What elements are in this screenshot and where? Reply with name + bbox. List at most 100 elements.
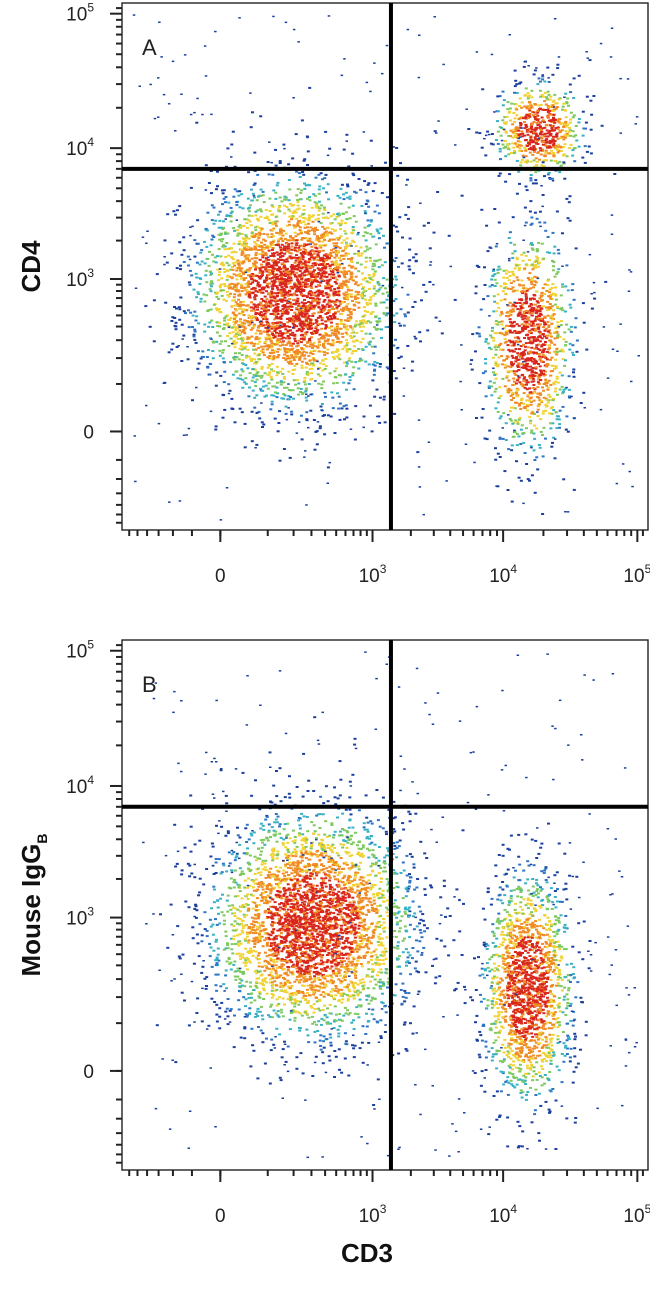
event-dot xyxy=(547,379,551,382)
event-dot xyxy=(250,199,254,202)
event-dot xyxy=(546,236,550,238)
event-dot xyxy=(518,298,521,301)
event-dot xyxy=(302,312,306,315)
event-dot xyxy=(224,196,228,198)
event-dot xyxy=(324,173,328,176)
event-dot xyxy=(239,248,243,251)
event-dot xyxy=(335,306,339,309)
event-dot xyxy=(241,370,245,373)
event-dot xyxy=(551,259,554,262)
event-dot xyxy=(322,351,326,354)
event-dot xyxy=(395,312,399,315)
event-dot xyxy=(294,320,298,323)
event-dot xyxy=(376,328,380,330)
event-dot xyxy=(260,241,263,244)
event-dot xyxy=(251,192,255,195)
event-dot xyxy=(274,303,278,306)
event-dot xyxy=(514,401,517,404)
event-dot xyxy=(525,318,529,321)
event-dot xyxy=(540,130,544,133)
event-dot xyxy=(215,371,219,374)
event-dot xyxy=(312,359,316,362)
event-dot xyxy=(363,289,367,292)
event-dot xyxy=(374,243,378,246)
event-dot xyxy=(562,154,565,157)
event-dot xyxy=(274,197,278,200)
event-dot xyxy=(557,252,561,255)
event-dot xyxy=(552,154,556,157)
event-dot xyxy=(235,309,238,312)
event-dot xyxy=(290,305,294,308)
event-dot xyxy=(239,374,243,377)
event-dot xyxy=(496,95,500,98)
event-dot xyxy=(345,305,349,308)
event-dot xyxy=(525,427,528,430)
event-dot xyxy=(569,325,573,328)
event-dot xyxy=(356,297,360,300)
event-dot xyxy=(551,422,555,425)
event-dot xyxy=(330,228,334,231)
event-dot xyxy=(265,264,269,267)
event-dot xyxy=(246,268,250,271)
event-dot xyxy=(178,318,182,321)
event-dot xyxy=(503,287,507,290)
event-dot xyxy=(529,160,533,163)
event-dot xyxy=(480,208,484,211)
event-dot xyxy=(217,213,220,216)
event-dot xyxy=(373,182,377,185)
event-dot xyxy=(286,302,289,305)
event-dot xyxy=(266,233,270,236)
event-dot xyxy=(250,232,254,234)
event-dot xyxy=(330,317,334,320)
event-dot xyxy=(536,348,540,350)
event-dot xyxy=(247,295,251,298)
event-dot xyxy=(549,113,553,116)
event-dot xyxy=(333,261,337,264)
event-dot xyxy=(300,334,304,337)
event-dot xyxy=(282,324,286,327)
event-dot xyxy=(604,280,608,283)
event-dot xyxy=(315,443,319,446)
event-dot xyxy=(494,344,498,347)
event-dot xyxy=(342,296,346,299)
event-dot xyxy=(361,319,365,322)
event-dot xyxy=(281,340,285,343)
event-dot xyxy=(543,355,547,358)
event-dot xyxy=(291,347,295,350)
event-dot xyxy=(515,390,519,393)
event-dot xyxy=(568,396,572,399)
event-dot xyxy=(281,311,285,314)
event-dot xyxy=(529,174,533,176)
event-dot xyxy=(237,194,241,197)
event-dot xyxy=(215,331,219,334)
event-dot xyxy=(539,317,543,320)
event-dot xyxy=(539,295,543,298)
event-dot xyxy=(373,264,376,267)
event-dot xyxy=(434,316,438,319)
event-dot xyxy=(203,323,207,326)
event-dot xyxy=(528,109,532,112)
event-dot xyxy=(351,350,355,352)
event-dot xyxy=(297,327,301,330)
event-dot xyxy=(534,179,538,182)
event-dot xyxy=(508,173,512,176)
event-dot xyxy=(233,313,237,316)
event-dot xyxy=(536,317,540,320)
event-dot xyxy=(238,294,242,297)
event-dot xyxy=(269,357,273,360)
event-dot xyxy=(275,381,279,384)
event-dot xyxy=(505,276,509,279)
event-dot xyxy=(212,260,216,263)
event-dot xyxy=(340,322,343,325)
event-dot xyxy=(288,255,292,258)
event-dot xyxy=(485,438,489,441)
event-dot xyxy=(323,239,327,241)
event-dot xyxy=(504,422,508,425)
event-dot xyxy=(378,258,382,261)
event-dot xyxy=(560,129,564,132)
event-dot xyxy=(324,325,328,328)
event-dot xyxy=(378,421,382,424)
event-dot xyxy=(322,262,326,265)
event-dot xyxy=(362,234,366,237)
event-dot xyxy=(288,348,292,351)
